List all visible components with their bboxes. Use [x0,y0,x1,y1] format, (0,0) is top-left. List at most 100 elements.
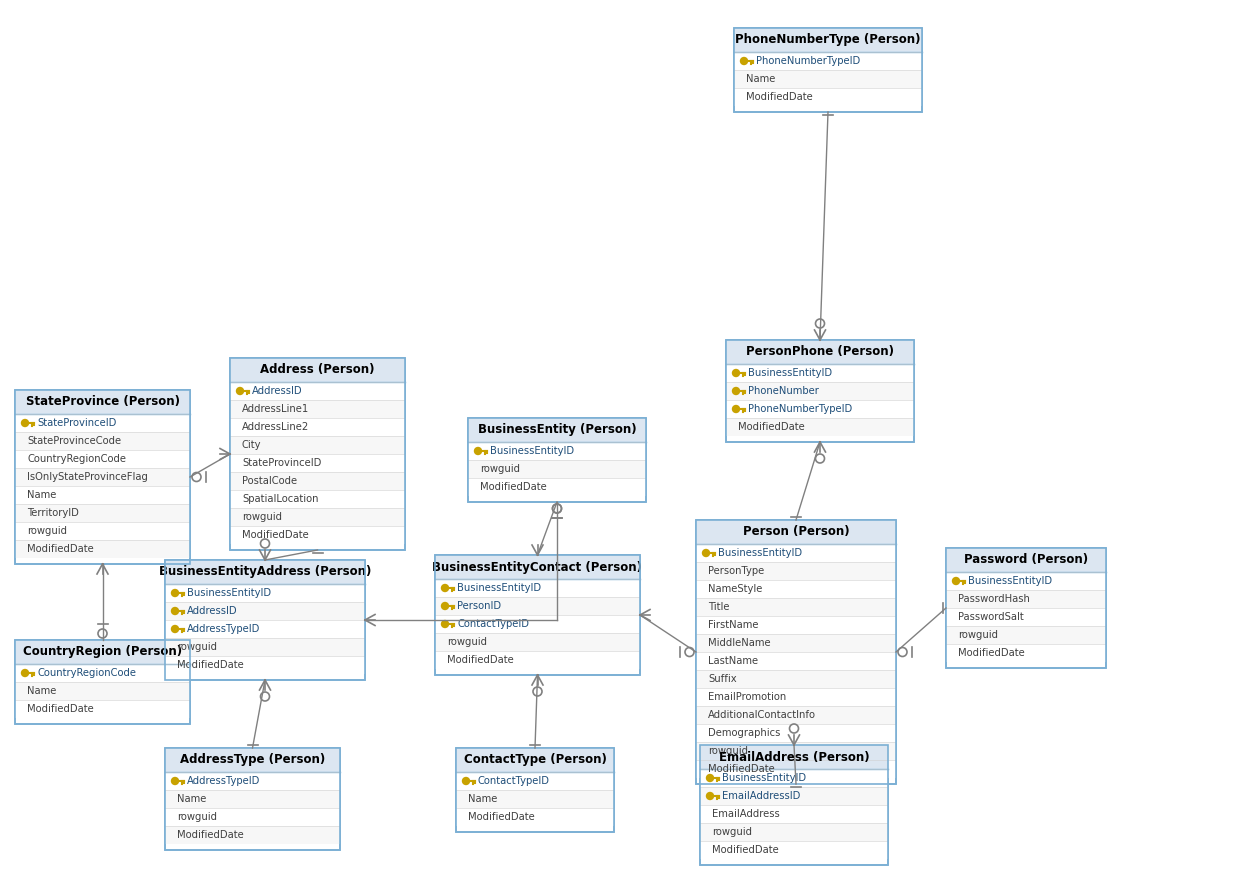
Text: PersonPhone (Person): PersonPhone (Person) [746,346,895,358]
Bar [733,70,922,88]
Bar [700,823,888,841]
Bar [15,414,190,432]
Bar [468,442,646,460]
Bar [230,454,405,472]
Bar [165,748,339,850]
Text: ContactType (Person): ContactType (Person) [463,753,606,766]
Bar [947,644,1106,662]
Bar [230,418,405,436]
Bar [165,560,366,584]
Text: AddressID: AddressID [252,386,302,396]
Text: Demographics: Demographics [707,728,781,738]
Bar [700,745,888,769]
Bar [468,460,646,478]
Bar [435,555,641,579]
Circle shape [171,590,178,597]
Bar [435,633,641,651]
Bar [726,418,914,436]
Text: LastName: LastName [707,656,758,666]
Bar [456,808,615,826]
Text: Password (Person): Password (Person) [964,554,1088,567]
Text: rowguid: rowguid [707,746,748,756]
Bar [696,742,896,760]
Text: BusinessEntityID: BusinessEntityID [187,588,271,598]
Bar [230,526,405,544]
Text: PostalCode: PostalCode [242,476,297,486]
Text: BusinessEntity (Person): BusinessEntity (Person) [478,423,637,436]
Bar [696,616,896,634]
Text: PasswordSalt: PasswordSalt [958,612,1023,622]
Bar [230,508,405,526]
Bar [165,656,366,674]
Bar [696,520,896,784]
Bar [435,615,641,633]
Bar [435,651,641,669]
Bar [947,608,1106,626]
Text: PhoneNumberTypeID: PhoneNumberTypeID [756,56,860,66]
Bar [15,540,190,558]
Text: Name: Name [27,490,57,500]
Circle shape [462,778,470,784]
Text: ModifiedDate: ModifiedDate [242,530,309,540]
Text: EmailAddress: EmailAddress [712,809,779,819]
Text: ModifiedDate: ModifiedDate [27,544,94,554]
Bar [700,745,888,865]
Circle shape [703,549,710,556]
Bar [696,598,896,616]
Bar [230,490,405,508]
Bar [15,682,190,700]
Text: BusinessEntityAddress (Person): BusinessEntityAddress (Person) [159,566,372,578]
Circle shape [441,584,449,591]
Text: Name: Name [468,794,497,804]
Bar [696,652,896,670]
Bar [456,748,615,832]
Bar [165,826,339,844]
Text: Name: Name [177,794,207,804]
Text: AddressTypeID: AddressTypeID [187,624,260,634]
Bar [468,418,646,442]
Circle shape [21,670,28,677]
Bar [165,790,339,808]
Text: ModifiedDate: ModifiedDate [479,482,546,492]
Circle shape [237,387,244,394]
Text: FirstName: FirstName [707,620,758,630]
Circle shape [741,57,747,64]
Bar [435,555,641,675]
Bar [733,28,922,112]
Text: StateProvince (Person): StateProvince (Person) [26,395,180,408]
Bar [15,390,190,564]
Bar [15,450,190,468]
Bar [165,638,366,656]
Text: BusinessEntityID: BusinessEntityID [722,773,807,783]
Bar [947,590,1106,608]
Bar [468,478,646,496]
Bar [230,358,405,550]
Text: Suffix: Suffix [707,674,737,684]
Text: AdditionalContactInfo: AdditionalContactInfo [707,710,817,720]
Bar [15,486,190,504]
Bar [15,700,190,718]
Text: rowguid: rowguid [242,512,282,522]
Text: rowguid: rowguid [712,827,752,837]
Bar [15,640,190,664]
Text: BusinessEntityID: BusinessEntityID [748,368,833,378]
Text: TerritoryID: TerritoryID [27,508,79,518]
Bar [726,340,914,442]
Text: IsOnlyStateProvinceFlag: IsOnlyStateProvinceFlag [27,472,147,482]
Bar [468,418,646,502]
Circle shape [706,793,714,800]
Text: ModifiedDate: ModifiedDate [746,92,813,102]
Text: AddressLine2: AddressLine2 [242,422,310,432]
Bar [15,664,190,682]
Bar [165,560,366,680]
Text: ModifiedDate: ModifiedDate [177,660,244,670]
Bar [456,748,615,772]
Text: ModifiedDate: ModifiedDate [27,704,94,714]
Bar [165,808,339,826]
Text: BusinessEntityID: BusinessEntityID [457,583,541,593]
Text: PhoneNumber: PhoneNumber [748,386,819,396]
Bar [696,520,896,544]
Text: ContactTypeID: ContactTypeID [478,776,550,786]
Text: rowguid: rowguid [27,526,67,536]
Bar [696,580,896,598]
